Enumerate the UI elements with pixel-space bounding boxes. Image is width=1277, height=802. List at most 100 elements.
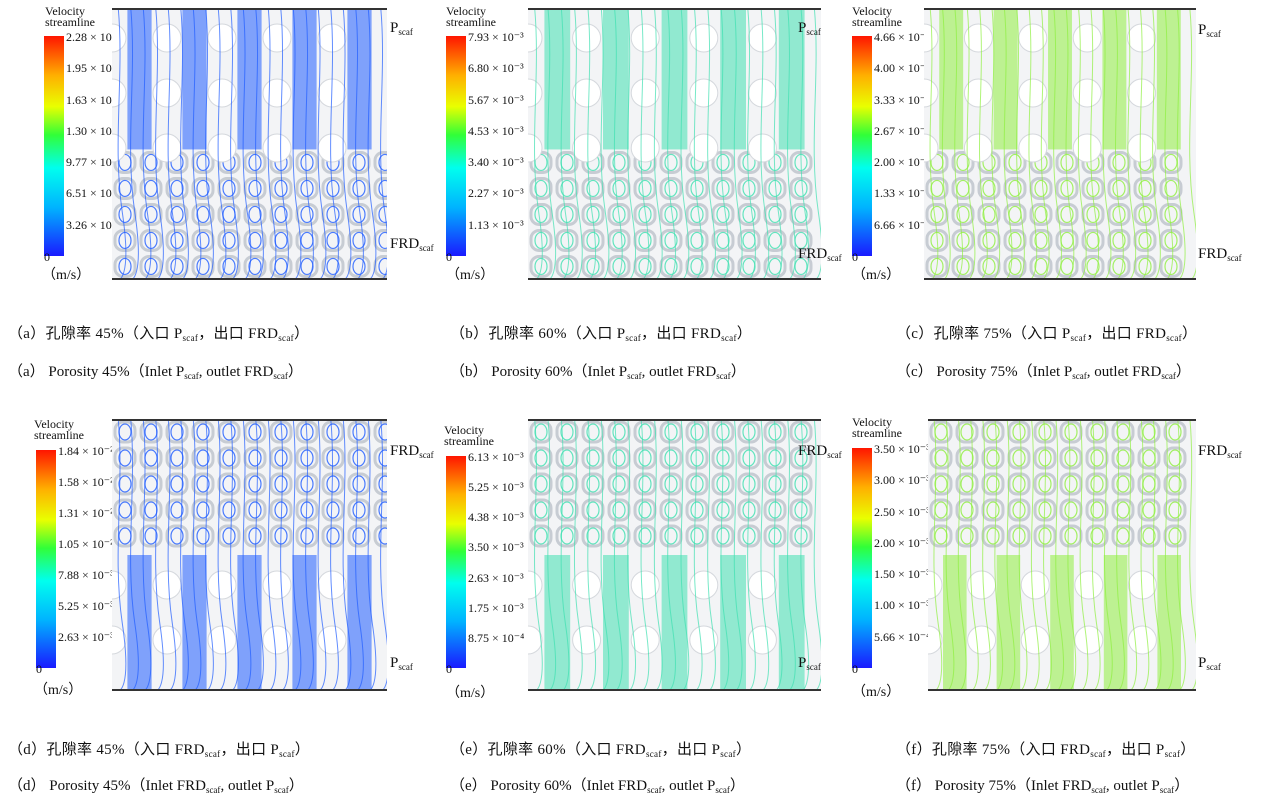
caption-zh: （f）孔隙率 75%（入口 FRDscaf，出口 Pscaf） [896,742,1196,759]
tick-label: 0 [36,662,42,676]
caption-en: （e） Porosity 60%（Inlet FRDscaf, outlet P… [450,778,745,795]
legend-title: Velocity streamline [34,417,84,442]
tick-label: 2.00 × 10⁻³ [874,536,930,550]
top-face-label: FRDscaf [798,443,842,460]
tick-label: 2.63 × 10⁻³ [58,630,114,644]
p-pores [528,8,805,163]
caption-en: （a） Porosity 45%（Inlet Pscaf, outlet FRD… [8,364,303,381]
bottom-face-label: Pscaf [798,655,821,672]
caption-en: （b） Porosity 60%（Inlet Pscaf, outlet FRD… [450,364,746,381]
tick-label: 2.27 × 10⁻³ [468,186,524,200]
tick-label: 1.84 × 10⁻² [58,444,114,458]
unit-label: （m/s） [446,686,495,701]
legend-title: Velocity streamline [446,4,496,29]
unit-label: （m/s） [42,268,91,283]
velocity-colorbar [44,36,64,256]
frd-lattice [929,420,1187,548]
caption-en: （d） Porosity 45%（Inlet FRDscaf, outlet P… [8,778,304,795]
p-pores [924,8,1181,163]
tick-label: 3.33 × 10⁻³ [874,93,930,107]
tick-label: 1.31 × 10⁻² [58,506,114,520]
tick-label: 8.75 × 10⁻⁴ [468,631,525,645]
tick-label: 1.33 × 10⁻³ [874,186,930,200]
streamlines [534,419,821,691]
bottom-face-label: Pscaf [390,655,413,672]
tick-label: 2.67 × 10⁻³ [874,124,930,138]
tick-label: 9.77 × 10⁻³ [66,155,122,169]
tick-label: 3.00 × 10⁻³ [874,473,930,487]
tick-label: 1.00 × 10⁻³ [874,598,930,612]
tick-label: 4.00 × 10⁻³ [874,61,930,75]
caption-zh: （c）孔隙率 75%（入口 Pscaf，出口 FRDscaf） [896,326,1198,343]
unit-label: （m/s） [34,683,83,698]
panel-d: Velocity streamline 1.84 × 10⁻² 1.58 × 1… [0,401,434,801]
tick-label: 1.58 × 10⁻² [58,475,114,489]
caption-zh: （d）孔隙率 45%（入口 FRDscaf，出口 Pscaf） [8,742,311,759]
tick-label: 5.25 × 10⁻³ [468,480,524,494]
tick-label: 0 [446,250,452,264]
bottom-face-label: FRDscaf [390,236,434,253]
caption-zh: （b）孔隙率 60%（入口 Pscaf，出口 FRDscaf） [450,326,753,343]
tick-label: 7.93 × 10⁻³ [468,30,524,44]
tick-label: 2.63 × 10⁻³ [468,571,524,585]
unit-label: （m/s） [852,685,901,700]
tick-label: 4.66 × 10⁻³ [874,30,930,44]
tick-label: 3.26 × 10⁻³ [66,218,122,232]
streamlines [534,8,821,280]
tick-label: 2.50 × 10⁻³ [874,505,930,519]
top-face-label: FRDscaf [390,443,434,460]
streamlines [929,8,1196,280]
tick-label: 1.30 × 10⁻² [66,124,122,138]
caption-en: （c） Porosity 75%（Inlet Pscaf, outlet FRD… [896,364,1191,381]
streamlines [117,419,387,691]
tick-label: 1.95 × 10⁻² [66,61,122,75]
streamlines [117,8,387,280]
tick-label: 5.66 × 10⁻⁴ [874,630,931,644]
tick-label: 5.25 × 10⁻³ [58,599,114,613]
bottom-face-label: FRDscaf [798,246,842,263]
tick-label: 0 [852,662,858,676]
velocity-colorbar [446,456,466,668]
tick-label: 4.53 × 10⁻³ [468,124,524,138]
streamline-field [112,8,387,280]
unit-label: （m/s） [852,268,901,283]
legend-title: Velocity streamline [45,4,95,29]
velocity-colorbar [852,36,872,256]
tick-label: 7.88 × 10⁻³ [58,568,114,582]
legend-title: Velocity streamline [852,415,902,440]
velocity-colorbar [36,450,56,668]
tick-label: 1.63 × 10⁻² [66,93,122,107]
velocity-colorbar [446,36,466,256]
tick-label: 2.00 × 10⁻³ [874,155,930,169]
p-pores [112,555,372,691]
streamline-field [112,419,387,691]
streamline-field [528,8,821,280]
panel-f: Velocity streamline 3.50 × 10⁻³ 3.00 × 1… [852,401,1277,801]
p-pores [528,555,805,691]
tick-label: 3.40 × 10⁻³ [468,155,524,169]
top-face-label: FRDscaf [1198,443,1242,460]
velocity-colorbar [852,448,872,668]
top-face-label: Pscaf [390,20,413,37]
tick-label: 0 [446,662,452,676]
panel-b: Velocity streamline 7.93 × 10⁻³ 6.80 × 1… [426,0,851,400]
top-face-label: Pscaf [798,20,821,37]
tick-label: 6.51 × 10⁻³ [66,186,122,200]
caption-en: （f） Porosity 75%（Inlet FRDscaf, outlet P… [896,778,1190,795]
caption-zh: （a）孔隙率 45%（入口 Pscaf，出口 FRDscaf） [8,326,310,343]
tick-label: 3.50 × 10⁻³ [874,442,930,456]
streamline-field [924,8,1196,280]
tick-label: 1.50 × 10⁻³ [874,567,930,581]
tick-label: 0 [44,250,50,264]
streamline-field [528,419,821,691]
tick-label: 6.13 × 10⁻³ [468,450,524,464]
tick-label: 6.80 × 10⁻³ [468,61,524,75]
caption-zh: （e）孔隙率 60%（入口 FRDscaf，出口 Pscaf） [450,742,752,759]
tick-label: 3.50 × 10⁻³ [468,540,524,554]
tick-label: 1.75 × 10⁻³ [468,601,524,615]
bottom-face-label: FRDscaf [1198,246,1242,263]
tick-label: 2.28 × 10⁻² [66,30,122,44]
legend-title: Velocity streamline [852,4,902,29]
tick-label: 6.66 × 10⁻⁴ [874,218,931,232]
unit-label: （m/s） [446,268,495,283]
